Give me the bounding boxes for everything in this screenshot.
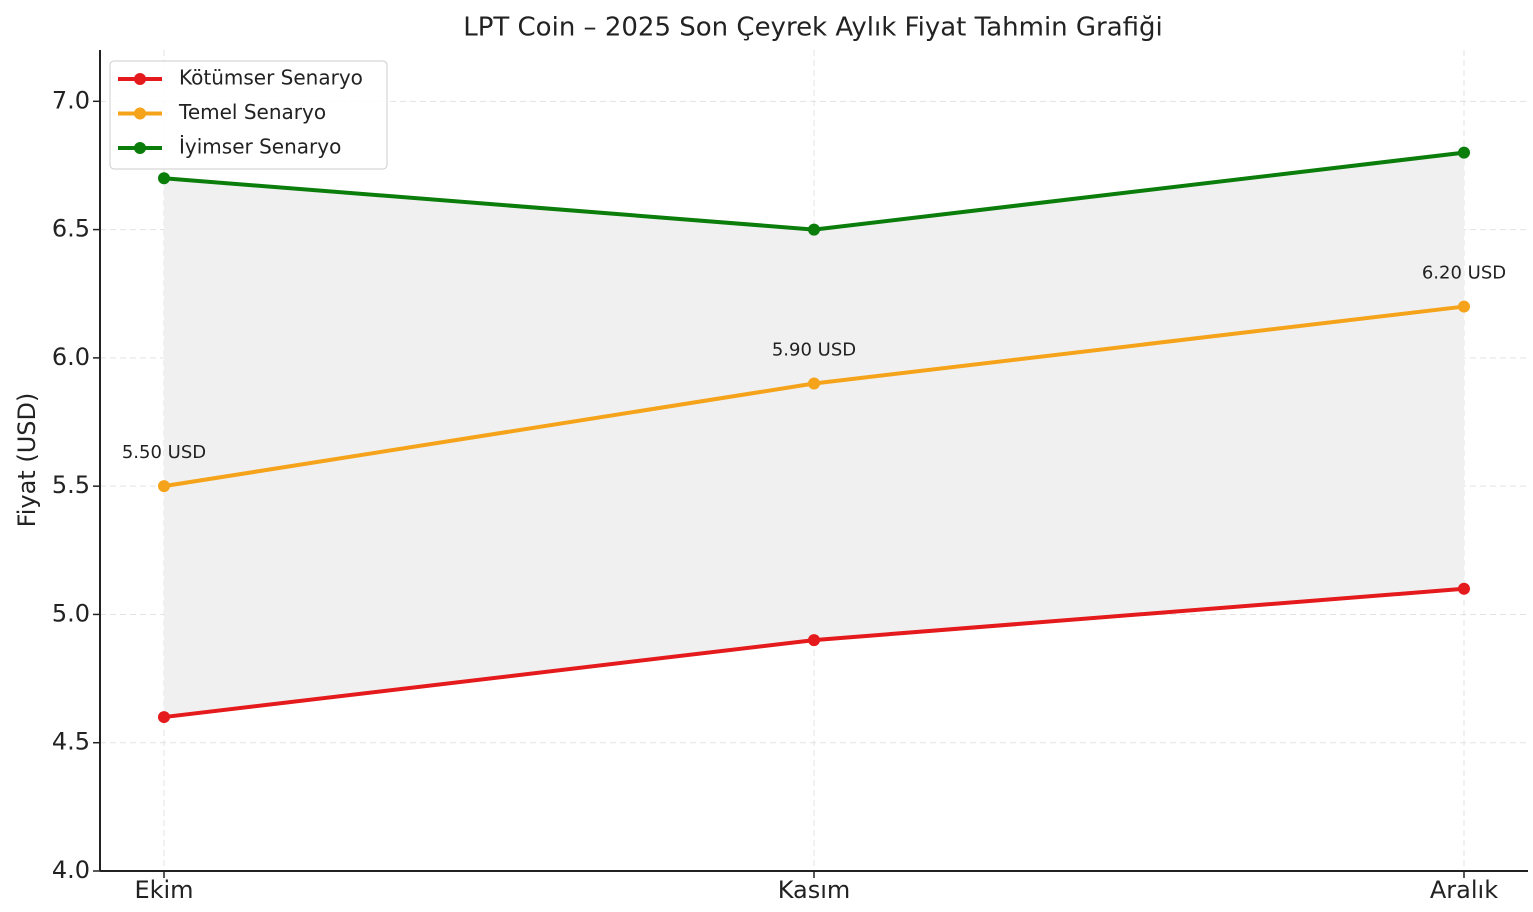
legend-marker [134, 142, 146, 154]
range-fill [164, 152, 1464, 718]
data-point [808, 634, 820, 647]
y-tick-label: 4.0 [52, 856, 90, 884]
x-tick-label: Ekim [134, 876, 193, 904]
data-label: 6.20 USD [1422, 263, 1506, 284]
data-point [158, 480, 170, 493]
y-tick-label: 4.5 [52, 728, 90, 756]
y-tick-label: 5.0 [52, 599, 90, 627]
data-label: 5.50 USD [122, 442, 206, 463]
legend-frame [109, 60, 388, 170]
y-tick-label: 6.0 [52, 343, 90, 371]
data-point [158, 172, 170, 185]
x-tick-label: Kasım [778, 876, 851, 904]
data-label: 5.90 USD [772, 340, 856, 361]
data-point [1458, 582, 1470, 595]
x-tick-label: Aralık [1430, 876, 1498, 904]
chart-title: LPT Coin – 2025 Son Çeyrek Aylık Fiyat T… [463, 13, 1163, 43]
legend: Kötümser Senaryo Temel Senaryo İyimser Sen… [109, 60, 388, 170]
data-point [1458, 300, 1470, 313]
legend-label: Kötümser Senaryo [179, 66, 363, 90]
data-point [158, 711, 170, 724]
y-tick-label: 7.0 [52, 86, 90, 114]
data-point [808, 377, 820, 390]
y-tick-label: 6.5 [52, 215, 90, 243]
data-point [808, 223, 820, 236]
data-point [1458, 146, 1470, 159]
y-axis-label: Fiyat (USD) [13, 393, 41, 528]
legend-label: İyimser Senaryo [179, 135, 341, 159]
legend-label: Temel Senaryo [178, 100, 326, 124]
legend-marker [134, 73, 146, 85]
y-tick-label: 5.5 [52, 471, 90, 499]
legend-marker [134, 107, 146, 120]
